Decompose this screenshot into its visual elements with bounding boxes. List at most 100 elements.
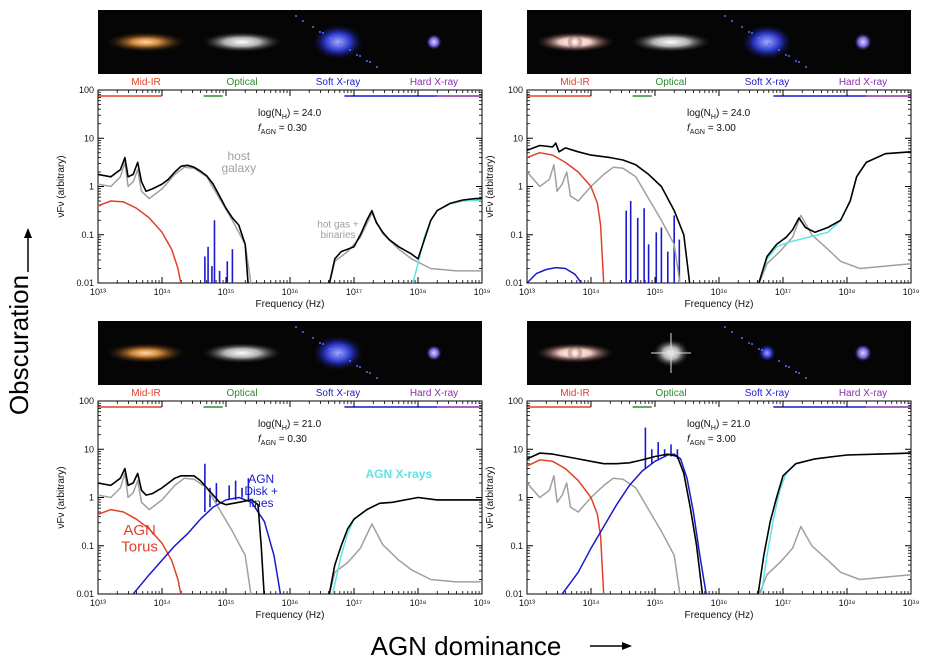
annotation: lines — [249, 496, 274, 510]
y-tick-label: 0.01 — [505, 278, 523, 288]
band-label-optical: Optical — [226, 388, 257, 399]
thumbnail-hardx-image — [386, 321, 482, 385]
xray-point — [795, 371, 797, 373]
annotation: AGN — [248, 472, 274, 486]
annotation: binaries — [320, 230, 355, 241]
series-total — [328, 197, 482, 283]
y-tick-label: 100 — [508, 396, 523, 406]
thumbnail-midir-image — [527, 10, 623, 74]
xray-point — [322, 32, 324, 34]
chart-panel-2: Mid-IR Optical Soft X-ray Hard X-ray 10¹³ 10¹… — [485, 10, 920, 310]
y-tick-label: 10 — [513, 444, 523, 454]
thumbnail-softx-image — [290, 321, 386, 385]
x-tick-label: 10¹⁹ — [474, 287, 491, 297]
series-host-galaxy — [527, 475, 681, 594]
x-tick-label: 10¹⁷ — [346, 287, 362, 297]
xray-glow — [312, 335, 364, 371]
x-tick-label: 10¹⁷ — [775, 598, 791, 608]
y-tick-label: 0.01 — [505, 589, 523, 599]
x-tick-label: 10¹⁸ — [839, 598, 856, 608]
xray-point — [332, 38, 334, 40]
xray-point — [356, 365, 358, 367]
plot-area — [98, 463, 482, 594]
fagn-text: fAGN = 0.30 — [258, 123, 307, 136]
band-label-softx: Soft X-ray — [745, 77, 789, 88]
x-tick-label: 10¹³ — [90, 287, 106, 297]
agn-glow — [567, 34, 583, 50]
chart-panel-4: Mid-IR Optical Soft X-ray Hard X-ray 10¹³ 10¹… — [485, 321, 920, 621]
band-label-optical: Optical — [655, 388, 686, 399]
hard-xray-glow — [854, 344, 872, 362]
series-host-galaxy — [527, 164, 681, 283]
annotation: host — [227, 149, 250, 163]
y-tick-label: 0.01 — [76, 278, 94, 288]
x-tick-label: 10¹⁵ — [647, 287, 664, 297]
xray-point — [758, 348, 760, 350]
y-tick-label: 10 — [513, 133, 523, 143]
agn-glow — [567, 345, 583, 361]
y-tick-label: 10 — [84, 444, 94, 454]
series-total — [98, 156, 249, 283]
xray-point — [295, 15, 297, 17]
galaxy-glow — [202, 32, 282, 52]
y-tick-label: 100 — [79, 85, 94, 95]
x-tick-label: 10¹⁸ — [410, 598, 427, 608]
x-tick-label: 10¹⁹ — [474, 598, 491, 608]
xray-point — [731, 20, 733, 22]
series-agn-x-rays — [331, 496, 482, 594]
galaxy-glow — [106, 343, 186, 363]
xray-point — [751, 343, 753, 345]
xray-point — [798, 372, 800, 374]
x-axis-label: Frequency (Hz) — [685, 610, 754, 621]
thumbnail-optical-image — [623, 10, 719, 74]
x-tick-label: 10¹⁴ — [154, 598, 171, 608]
series-total — [328, 496, 482, 594]
hard-xray-glow — [426, 34, 442, 50]
series-agn-x-rays — [758, 151, 911, 283]
x-tick-label: 10¹⁶ — [282, 598, 299, 608]
x-tick-label: 10¹⁹ — [903, 287, 920, 297]
x-tick-label: 10¹⁵ — [218, 287, 235, 297]
xray-glow — [758, 344, 776, 362]
annotation: AGN — [123, 522, 156, 539]
x-tick-label: 10¹⁶ — [711, 287, 728, 297]
chart-panel-1: Mid-IR Optical Soft X-ray Hard X-ray 10¹³ 10¹… — [56, 10, 491, 310]
xray-point — [322, 343, 324, 345]
xray-point — [302, 331, 304, 333]
series-agn-torus — [527, 459, 605, 594]
fagn-text: fAGN = 3.00 — [687, 434, 736, 447]
xray-point — [359, 55, 361, 57]
thumbnail-optical-image — [623, 321, 719, 385]
xray-point — [805, 66, 807, 68]
xray-point — [724, 15, 726, 17]
x-tick-label: 10¹³ — [519, 598, 535, 608]
xray-point — [778, 49, 780, 51]
xray-point — [376, 377, 378, 379]
x-tick-label: 10¹⁴ — [154, 287, 171, 297]
x-tick-label: 10¹⁹ — [903, 598, 920, 608]
xray-point — [366, 371, 368, 373]
thumbnail-optical-image — [194, 10, 290, 74]
annotation: hot gas + — [317, 220, 359, 231]
x-tick-label: 10¹³ — [90, 598, 106, 608]
xray-point — [376, 66, 378, 68]
x-arrow-label: AGN dominance — [371, 631, 562, 661]
lognh-text: log(NH) = 24.0 — [687, 108, 751, 121]
series-total — [757, 452, 911, 594]
xray-point — [731, 331, 733, 333]
thumbnail-midir-image — [527, 321, 623, 385]
series-host-galaxy — [328, 523, 482, 594]
series-total — [758, 151, 911, 283]
xray-glow — [312, 24, 364, 60]
xray-point — [758, 37, 760, 39]
band-label-softx: Soft X-ray — [316, 388, 360, 399]
annotation: AGN X-rays — [365, 467, 432, 481]
series-agn-torus — [98, 200, 182, 283]
y-arrow-head — [24, 228, 32, 238]
xray-point — [312, 337, 314, 339]
band-label-optical: Optical — [226, 77, 257, 88]
band-label-midir: Mid-IR — [560, 388, 589, 399]
xray-point — [741, 26, 743, 28]
thumbnail-hardx-image — [815, 321, 911, 385]
xray-point — [302, 20, 304, 22]
